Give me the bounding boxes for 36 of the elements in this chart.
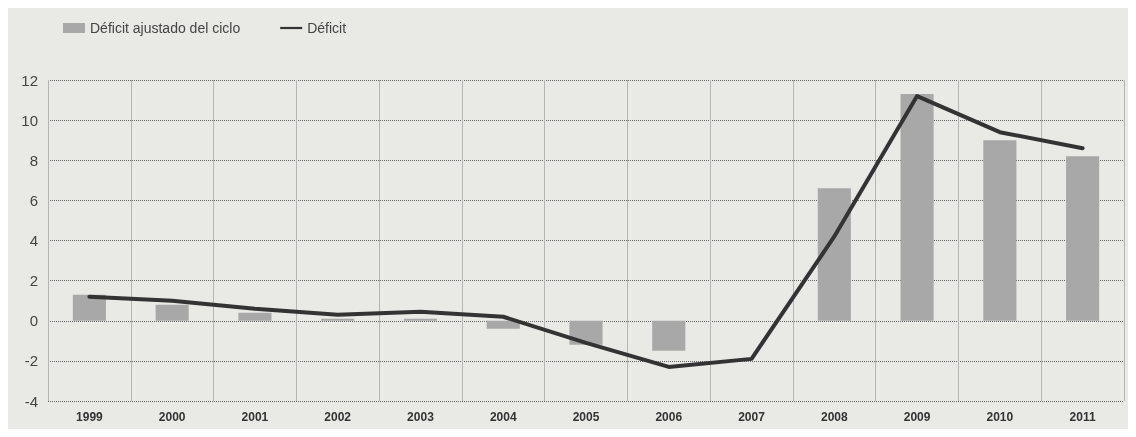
x-tick-label: 2006 bbox=[655, 410, 683, 424]
legend-label: Déficit ajustado del ciclo bbox=[90, 20, 241, 36]
y-tick-label: 10 bbox=[21, 111, 38, 129]
line-series bbox=[87, 94, 1085, 369]
x-tick-label: 2002 bbox=[324, 410, 352, 424]
bar bbox=[72, 294, 106, 321]
bar bbox=[321, 318, 355, 321]
bar bbox=[238, 312, 272, 321]
y-tick-label: -4 bbox=[24, 392, 38, 410]
x-tick-label: 2009 bbox=[903, 410, 931, 424]
y-tick-label: 2 bbox=[29, 272, 38, 290]
x-tick-label: 2011 bbox=[1069, 410, 1096, 424]
y-tick-label: 8 bbox=[29, 151, 38, 169]
x-tick-label: 2010 bbox=[986, 410, 1014, 424]
bar bbox=[983, 140, 1017, 321]
x-tick-label: 2007 bbox=[738, 410, 766, 424]
y-tick-label: 0 bbox=[29, 312, 38, 330]
y-tick-label: -2 bbox=[24, 352, 38, 370]
x-tick-label: 2001 bbox=[241, 410, 269, 424]
x-tick-label: 2004 bbox=[489, 410, 517, 424]
bar bbox=[486, 320, 520, 329]
x-tick-label: 2003 bbox=[407, 410, 435, 424]
x-tick-label: 2000 bbox=[158, 410, 186, 424]
y-tick-label: 12 bbox=[21, 71, 38, 89]
bar bbox=[1066, 156, 1100, 321]
x-tick-label: 2008 bbox=[820, 410, 848, 424]
legend-label: Déficit bbox=[307, 20, 347, 36]
bar bbox=[155, 304, 189, 321]
y-tick-label: 6 bbox=[29, 191, 38, 209]
y-tick-label: 4 bbox=[29, 232, 38, 249]
bar bbox=[900, 94, 934, 321]
bar bbox=[817, 188, 851, 321]
x-tick-label: 2005 bbox=[572, 410, 600, 424]
bar bbox=[652, 320, 686, 351]
bar bbox=[403, 318, 438, 321]
x-tick-label: 1999 bbox=[76, 410, 104, 424]
